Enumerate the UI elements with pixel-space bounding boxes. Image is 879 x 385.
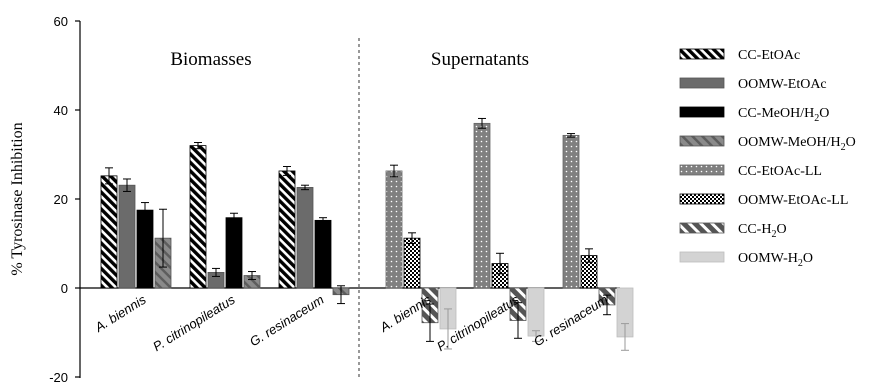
- y-tick-label: 40: [54, 103, 68, 118]
- legend-swatch: [679, 164, 725, 176]
- legend-swatch: [679, 193, 725, 205]
- bar-cc-etoac-ll: [385, 170, 403, 289]
- legend-label: CC-EtOAc-LL: [738, 164, 822, 179]
- legend-label: CC-MeOH/H2O: [738, 106, 829, 124]
- legend-swatch: [679, 251, 725, 263]
- bar-oomw-etoac: [118, 184, 136, 289]
- bars: [100, 122, 634, 338]
- bar-cc-etoac: [189, 145, 207, 289]
- bar-cc-meoh-h2o: [136, 209, 154, 289]
- legend-swatch: [679, 77, 725, 89]
- y-tick-label: 60: [54, 14, 68, 29]
- bar-oomw-etoac-ll: [403, 237, 421, 289]
- bar-cc-meoh-h2o: [225, 217, 243, 289]
- bar-oomw-etoac: [296, 187, 314, 289]
- legend-swatch: [679, 222, 725, 234]
- legend-swatch: [679, 48, 725, 60]
- y-tick-label: 20: [54, 192, 68, 207]
- legend-label: OOMW-MeOH/H2O: [738, 135, 856, 153]
- legend-swatch: [679, 106, 725, 118]
- bar-cc-etoac-ll: [473, 122, 491, 289]
- bar-cc-etoac: [100, 175, 118, 289]
- category-label: G. resinaceum: [247, 292, 327, 350]
- bar-cc-meoh-h2o: [314, 219, 332, 289]
- legend: CC-EtOAc OOMW-EtOAc CC-MeOH/H2O OOMW-MeOH/H…: [679, 48, 856, 269]
- panel-title-biomasses: Biomasses: [170, 49, 251, 70]
- y-tick-label: -20: [49, 370, 68, 385]
- bar-cc-etoac: [278, 170, 296, 289]
- y-axis: -20 0 20 40 60 % Tyrosinase Inhibition: [9, 14, 81, 385]
- panel-title-supernatants: Supernatants: [431, 49, 529, 70]
- y-tick-label: 0: [61, 281, 68, 296]
- legend-label: CC-H2O: [738, 222, 787, 240]
- error-bars: [105, 117, 629, 351]
- legend-label: OOMW-H2O: [738, 251, 813, 269]
- legend-label: OOMW-EtOAc-LL: [738, 193, 848, 208]
- bar-cc-etoac-ll: [562, 134, 580, 289]
- category-label: A. biennis: [91, 292, 149, 336]
- legend-swatch: [679, 135, 725, 147]
- y-axis-label: % Tyrosinase Inhibition: [9, 122, 26, 275]
- legend-label: OOMW-EtOAc: [738, 77, 827, 92]
- legend-label: CC-EtOAc: [738, 48, 800, 63]
- category-label: P. citrinopileatus: [150, 292, 238, 355]
